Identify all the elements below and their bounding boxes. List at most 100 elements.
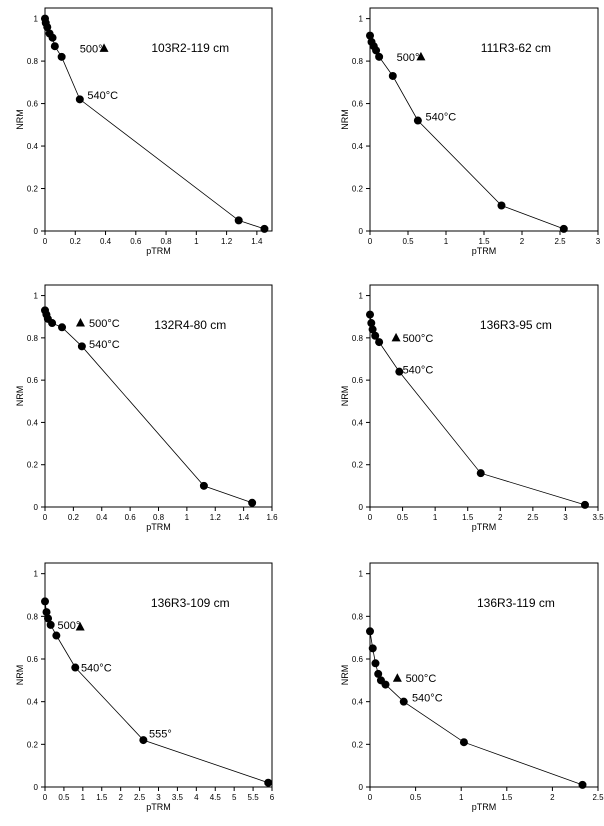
triangle-marker: [99, 43, 109, 52]
x-tick-label: 1: [444, 237, 449, 246]
plot-frame: [369, 284, 599, 508]
y-tick-label: 0.6: [352, 376, 364, 385]
data-series-line: [369, 631, 583, 786]
data-point: [50, 42, 59, 51]
data-point: [375, 52, 384, 61]
data-point: [57, 52, 66, 61]
data-point: [375, 338, 384, 347]
chart-title: 136R3-119 cm: [477, 596, 555, 610]
data-point: [77, 342, 86, 351]
x-tick-label: 1.5: [462, 513, 474, 522]
data-point: [75, 95, 84, 104]
data-point: [372, 46, 381, 55]
temperature-annotation: 500°: [80, 43, 103, 55]
data-series-line: [369, 35, 564, 230]
data-point: [71, 663, 80, 672]
data-point: [234, 216, 243, 225]
data-point: [399, 697, 408, 706]
temperature-annotation: 500°: [397, 52, 420, 64]
x-tick-label: 3.5: [592, 513, 604, 522]
y-tick-label: 0.6: [352, 655, 364, 664]
y-tick-label: 1: [34, 292, 39, 301]
x-axis-label: pTRM: [146, 246, 171, 256]
x-tick-label: 0.6: [125, 513, 137, 522]
y-tick-label: 0.4: [352, 418, 364, 427]
x-tick-label: 0: [43, 513, 48, 522]
y-tick-label: 1: [359, 15, 364, 24]
data-point: [43, 23, 52, 32]
temperature-annotation: 500°C: [403, 333, 434, 345]
y-tick-label: 0.8: [27, 612, 39, 621]
data-point: [41, 597, 49, 606]
x-tick-label: 0.5: [397, 513, 409, 522]
x-tick-label: 4: [194, 793, 199, 802]
x-axis-label: pTRM: [472, 802, 497, 812]
data-point: [367, 319, 376, 328]
x-tick-label: 5: [232, 793, 237, 802]
data-point: [52, 631, 61, 640]
y-axis-label: NRM: [15, 109, 25, 130]
x-axis-label: pTRM: [472, 246, 497, 256]
x-tick-label: 0: [368, 513, 373, 522]
data-point: [42, 608, 51, 617]
x-tick-label: 0.4: [100, 237, 112, 246]
temperature-annotation: 500°C: [89, 318, 120, 330]
data-point: [48, 33, 57, 42]
y-tick-label: 0: [359, 783, 364, 792]
plot-frame: [369, 562, 599, 788]
y-tick-label: 1: [359, 570, 364, 579]
x-tick-label: 0.5: [402, 237, 414, 246]
x-tick-label: 0: [368, 237, 373, 246]
temperature-annotation: 555°: [149, 729, 172, 741]
x-tick-label: 5.5: [248, 793, 260, 802]
x-tick-label: 3: [596, 237, 601, 246]
x-tick-label: 4.5: [210, 793, 222, 802]
y-tick-label: 1: [34, 570, 39, 579]
x-tick-label: 0.6: [130, 237, 142, 246]
x-tick-label: 1: [194, 237, 199, 246]
data-point: [368, 644, 377, 653]
data-series-line: [44, 310, 253, 504]
x-tick-label: 0.2: [68, 513, 80, 522]
data-point: [580, 500, 589, 509]
temperature-annotation: 540°C: [89, 339, 120, 351]
y-tick-label: 1: [34, 15, 39, 24]
data-point: [199, 481, 208, 490]
temperature-annotation: 540°C: [412, 692, 443, 704]
plot-frame: [44, 7, 273, 232]
y-tick-label: 0.4: [352, 142, 364, 151]
x-tick-label: 0.2: [70, 237, 82, 246]
data-point: [264, 778, 273, 787]
y-tick-label: 0.6: [27, 655, 39, 664]
x-tick-label: 2: [118, 793, 123, 802]
chart-title: 136R3-109 cm: [151, 596, 230, 610]
y-tick-label: 0.6: [27, 376, 39, 385]
triangle-marker: [392, 673, 402, 682]
x-tick-label: 3.5: [172, 793, 184, 802]
x-tick-label: 1: [433, 513, 438, 522]
data-point: [459, 738, 468, 747]
x-tick-label: 2: [520, 237, 525, 246]
data-point: [395, 367, 404, 376]
data-point: [374, 669, 383, 678]
data-point: [476, 469, 485, 478]
y-tick-label: 0: [359, 503, 364, 512]
x-tick-label: 1.5: [478, 237, 490, 246]
x-tick-label: 1.2: [210, 513, 222, 522]
y-tick-label: 0.2: [27, 461, 39, 470]
data-point: [260, 224, 269, 233]
x-tick-label: 1.5: [96, 793, 108, 802]
temperature-annotation: 540°C: [87, 90, 118, 102]
data-point: [366, 31, 374, 40]
chart-title: 103R2-119 cm: [151, 41, 229, 55]
triangle-marker: [75, 318, 85, 327]
y-tick-label: 0: [34, 503, 39, 512]
data-point: [497, 201, 506, 210]
chart-title: 111R3-62 cm: [481, 41, 551, 55]
y-tick-label: 0.8: [27, 57, 39, 66]
x-tick-label: 3: [563, 513, 568, 522]
y-tick-label: 0.4: [27, 418, 39, 427]
data-point: [381, 680, 390, 689]
triangle-marker: [75, 622, 85, 631]
